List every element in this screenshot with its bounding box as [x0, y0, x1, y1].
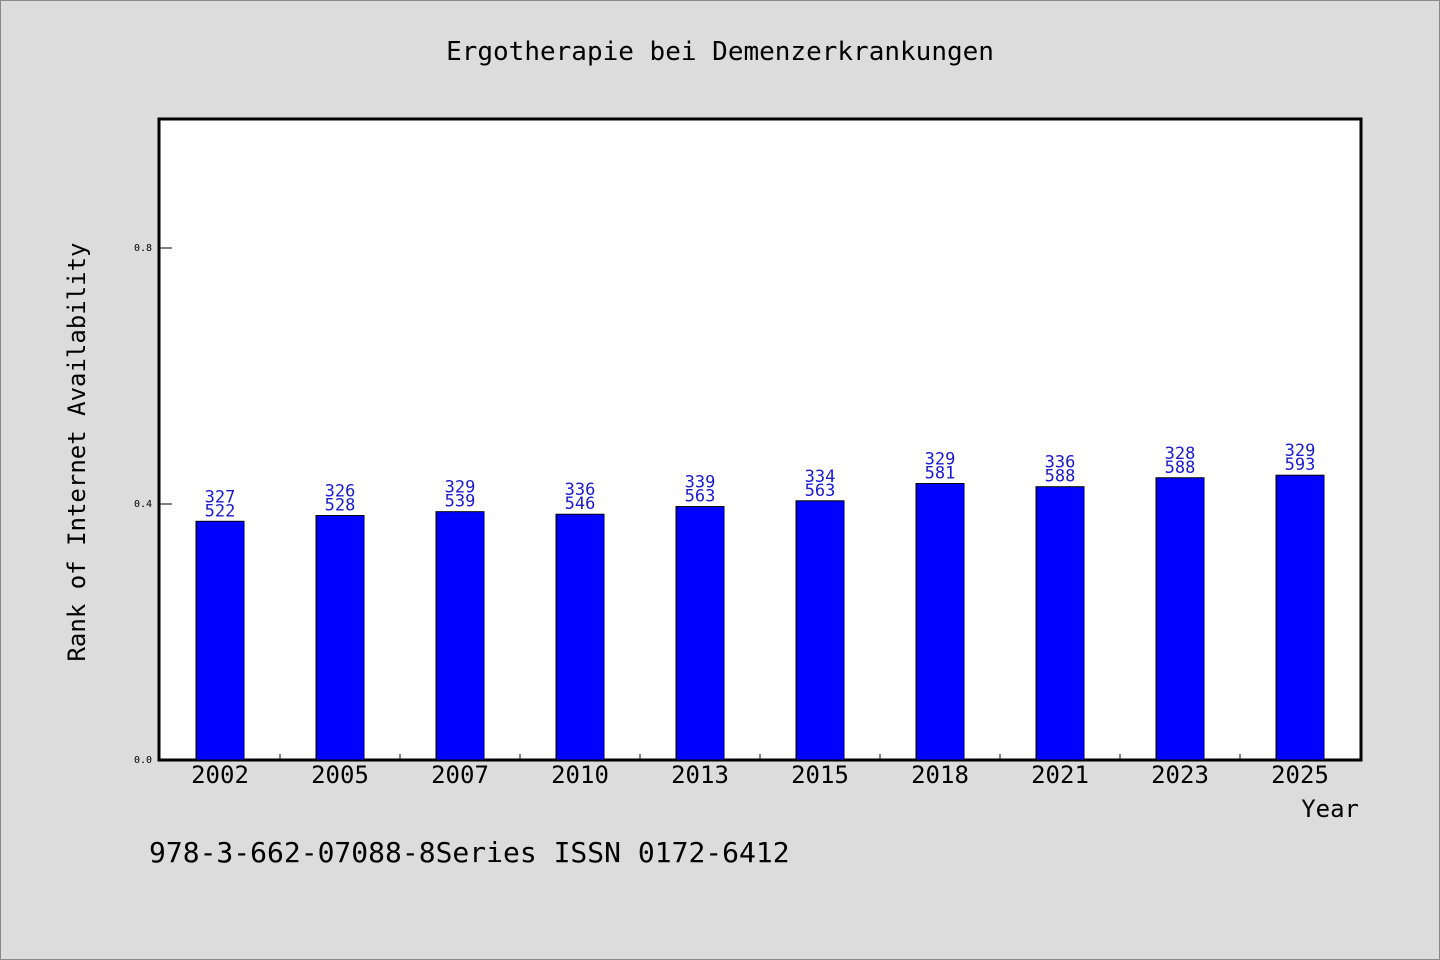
bar-2023	[1155, 477, 1205, 761]
bar-2015	[795, 500, 845, 761]
bar-2002	[195, 520, 245, 761]
bar-2010	[555, 513, 605, 761]
x-axis-label: Year	[1301, 795, 1359, 823]
bar-2007	[435, 511, 485, 761]
x-tick-label-2005: 2005	[311, 761, 369, 789]
x-tick-label-2015: 2015	[791, 761, 849, 789]
data-label-2013-bottom: 563	[685, 487, 716, 507]
data-labels-layer: 3275223265283295393365463395633345633295…	[205, 441, 1316, 521]
chart-title: Ergotherapie bei Demenzerkrankungen	[446, 37, 994, 67]
x-tick-label-2002: 2002	[191, 761, 249, 789]
data-label-2018-top: 329	[925, 450, 956, 470]
data-label-2010-top: 336	[565, 480, 596, 500]
data-label-2021-bottom: 588	[1045, 467, 1076, 487]
data-label-2015-top: 334	[805, 467, 836, 487]
data-label-2002-top: 327	[205, 487, 236, 507]
x-tick-label-2021: 2021	[1031, 761, 1089, 789]
data-label-2005-bottom: 528	[325, 496, 356, 516]
data-label-2010-bottom: 546	[565, 494, 596, 514]
data-label-2005-top: 326	[325, 482, 356, 502]
x-tick-label-2018: 2018	[911, 761, 969, 789]
x-axis-ticks: 2002 2005 2007 2010 2013 2015 2018 2021 2023 2025	[191, 754, 1329, 789]
data-label-2023-top: 328	[1165, 444, 1196, 464]
x-tick-label-2023: 2023	[1151, 761, 1209, 789]
x-tick-label-2025: 2025	[1271, 761, 1329, 789]
bar-2021	[1035, 486, 1085, 761]
data-label-2007-top: 329	[445, 478, 476, 498]
y-tick-label: 0.0	[134, 755, 152, 766]
bars-layer	[195, 474, 1325, 761]
data-label-2025-bottom: 593	[1285, 455, 1316, 475]
data-label-2015-bottom: 563	[805, 481, 836, 501]
data-label-2018-bottom: 581	[925, 464, 956, 484]
footer-isbn-issn: 978-3-662-07088-8Series ISSN 0172-6412	[149, 836, 790, 869]
x-tick-label-2013: 2013	[671, 761, 729, 789]
bar-2025	[1275, 474, 1325, 761]
y-axis-ticks: 0.0 0.4 0.8	[134, 243, 172, 766]
y-tick-label: 0.8	[134, 243, 152, 254]
bar-2018	[915, 483, 965, 761]
bar-2005	[315, 515, 365, 761]
y-axis-label: Rank of Internet Availability	[63, 242, 91, 661]
data-label-2021-top: 336	[1045, 453, 1076, 473]
x-tick-label-2010: 2010	[551, 761, 609, 789]
y-tick-label: 0.4	[134, 499, 152, 510]
x-tick-label-2007: 2007	[431, 761, 489, 789]
data-label-2002-bottom: 522	[205, 501, 236, 521]
data-label-2007-bottom: 539	[445, 492, 476, 512]
data-label-2023-bottom: 588	[1165, 458, 1196, 478]
data-label-2013-top: 339	[685, 473, 716, 493]
bar-2013	[675, 506, 725, 761]
data-label-2025-top: 329	[1285, 441, 1316, 461]
